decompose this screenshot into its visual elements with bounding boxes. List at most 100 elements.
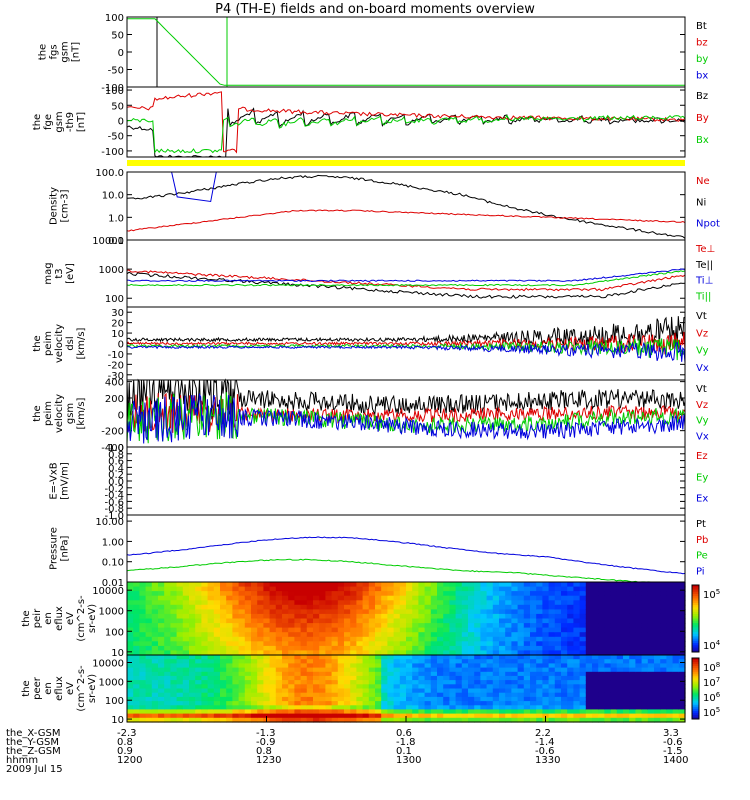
heatmap-cell [387,613,395,620]
heatmap-cell [437,609,444,615]
heatmap-cell [195,701,202,706]
heatmap-cell [127,604,134,610]
heatmap-cell [344,645,351,652]
heatmap-cell [542,613,550,620]
heatmap-cell [424,667,432,673]
legend-Ni: Ni [696,197,706,208]
heatmap-cell [486,604,494,610]
ephemeris-value: -1.4 [535,737,555,748]
heatmap-cell [641,618,649,624]
heatmap-cell [393,586,401,592]
heatmap-cell [158,600,165,606]
heatmap-cell [666,659,674,664]
heatmap-cell [164,595,171,601]
series-By [126,91,686,154]
heatmap-cell [170,701,178,706]
heatmap-cell [474,623,481,629]
heatmap-cell [244,595,252,601]
y-axis-label: the [21,610,32,626]
heatmap-cell [474,680,481,685]
heatmap-cell [554,684,562,690]
heatmap-cell [319,613,326,620]
heatmap-cell [325,688,333,694]
heatmap-cell [393,692,401,698]
heatmap-cell [195,684,202,690]
heatmap-cell [257,713,264,719]
heatmap-cell [164,618,171,624]
heatmap-cell [530,618,537,624]
heatmap-cell [288,680,295,685]
colorbar-cell [692,672,699,675]
y-tick-label: 1000 [99,677,124,688]
y-axis-label: -th9 [65,112,76,132]
heatmap-cell [623,696,630,702]
heatmap-cell [350,701,357,706]
heatmap-cell [127,645,134,652]
heatmap-cell [226,684,233,690]
heatmap-cell [623,717,630,723]
heatmap-cell [455,595,463,601]
heatmap-cell [238,586,246,592]
heatmap-cell [362,595,370,601]
heatmap-cell [319,591,326,597]
heatmap-cell [226,701,233,706]
heatmap-cell [269,604,277,610]
heatmap-cell [319,659,326,664]
y-axis-label: gsm [54,111,65,132]
heatmap-cell [294,705,302,711]
heatmap-cell [368,655,376,660]
heatmap-cell [666,688,674,694]
heatmap-cell [499,684,506,690]
y-tick-label: 100 [105,13,124,24]
heatmap-cell [344,671,351,677]
heatmap-cell [678,692,686,698]
heatmap-cell [505,641,512,647]
heatmap-cell [629,659,636,664]
heatmap-cell [176,645,184,652]
heatmap-cell [133,688,140,694]
heatmap-cell [412,609,419,615]
heatmap-cell [561,696,568,702]
heatmap-cell [468,709,475,715]
heatmap-cell [189,696,196,702]
heatmap-cell [189,645,196,652]
heatmap-cell [666,586,674,592]
heatmap-cell [269,600,277,606]
heatmap-cell [666,663,674,669]
heatmap-cell [647,696,655,702]
heatmap-cell [238,591,246,597]
y-axis-label: [nPa] [60,535,71,561]
heatmap-cell [387,591,395,597]
heatmap-cell [536,595,543,601]
heatmap-cell [195,675,202,681]
heatmap-cell [573,655,581,660]
heatmap-cell [418,717,426,723]
heatmap-cell [344,701,351,706]
heatmap-cell [251,609,258,615]
heatmap-cell [598,671,605,677]
heatmap-cell [654,713,661,719]
heatmap-cell [629,604,636,610]
heatmap-cell [592,609,599,615]
heatmap-cell [641,667,649,673]
heatmap-cell [201,709,209,715]
heatmap-cell [486,709,494,715]
heatmap-cell [176,688,184,694]
heatmap-cell [399,600,407,606]
heatmap-cell [325,667,333,673]
heatmap-cell [610,636,618,642]
heatmap-cell [573,600,581,606]
colorbar-tick: 105 [703,706,720,719]
heatmap-cell [300,675,308,681]
heatmap-cell [226,655,233,660]
ephemeris-value: 1230 [256,755,282,766]
heatmap-cell [561,663,568,669]
heatmap-cell [300,595,308,601]
heatmap-cell [238,709,246,715]
heatmap-cell [536,709,543,715]
heatmap-cell [492,618,500,624]
heatmap-cell [213,655,221,660]
heatmap-cell [158,613,165,620]
heatmap-cell [505,591,512,597]
legend-Vz: Vz [696,328,708,339]
